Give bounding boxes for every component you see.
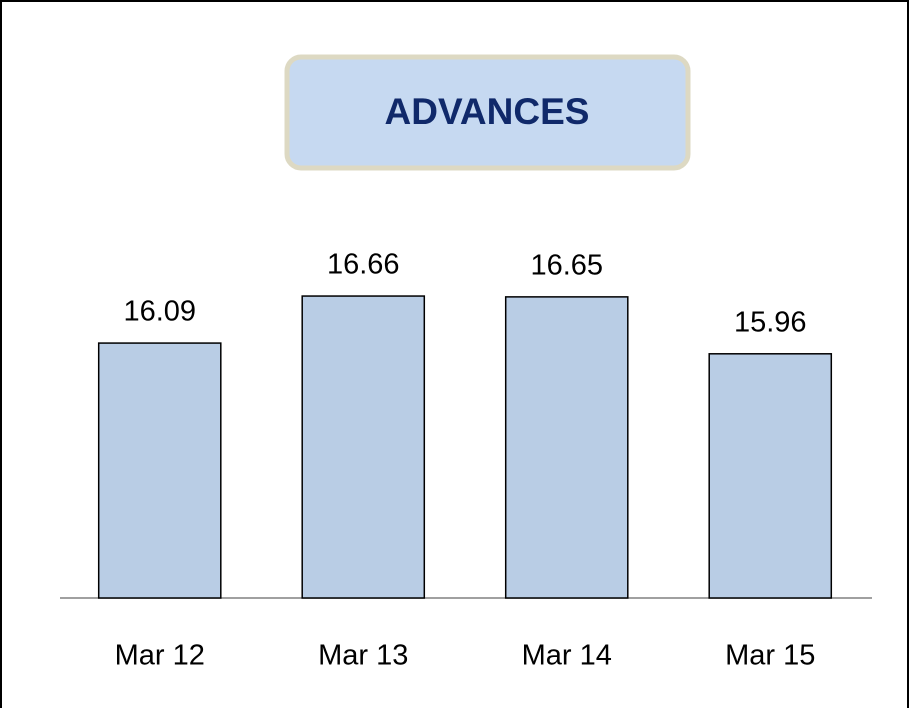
chart-title: ADVANCES [385, 91, 590, 132]
x-tick-label: Mar 15 [725, 640, 815, 672]
value-label: 15.96 [734, 306, 807, 338]
value-label: 16.09 [123, 296, 196, 328]
x-tick-label: Mar 14 [522, 640, 612, 672]
bar [708, 353, 833, 599]
x-tick-label: Mar 13 [318, 640, 408, 672]
value-label: 16.65 [530, 250, 603, 282]
bar [504, 296, 629, 599]
title-box [284, 54, 691, 171]
bar [301, 295, 426, 599]
bar [97, 342, 222, 599]
x-tick-label: Mar 12 [115, 640, 205, 672]
value-label: 16.66 [327, 249, 400, 281]
